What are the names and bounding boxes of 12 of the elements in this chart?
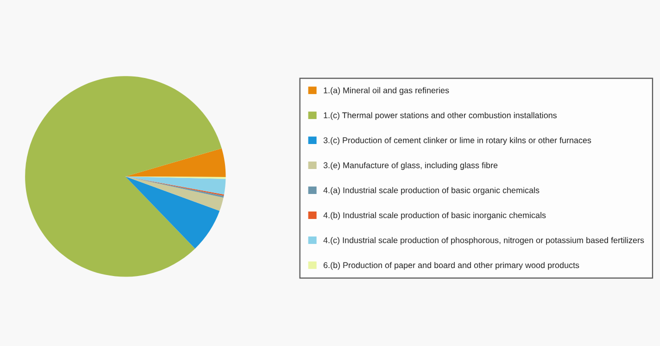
pie-slice: [125, 148, 226, 177]
legend-label: 1.(a) Mineral oil and gas refineries: [324, 87, 449, 95]
legend-label: 4.(c) Industrial scale production of phosphorous, nitrogen or potassium based fertilizers: [323, 237, 644, 245]
legend-label: 4.(b) Industrial scale production of basic inorganic chemicals: [323, 212, 546, 220]
pie-slice: [125, 176, 220, 249]
pie-slice: [25, 76, 222, 277]
legend-label: 3.(e) Manufacture of glass, including glass fibre: [324, 162, 498, 170]
legend-label: 3.(c) Production of cement clinker or lime in rotary kilns or other furnaces: [324, 137, 592, 145]
legend-label: 4.(a) Industrial scale production of basic organic chemicals: [323, 187, 540, 195]
legend-label: 6.(b) Production of paper and board and other primary wood products: [324, 262, 580, 270]
legend-label: 1.(c) Thermal power stations and other combustion installations: [324, 112, 557, 120]
pie-slice: [125, 176, 224, 211]
